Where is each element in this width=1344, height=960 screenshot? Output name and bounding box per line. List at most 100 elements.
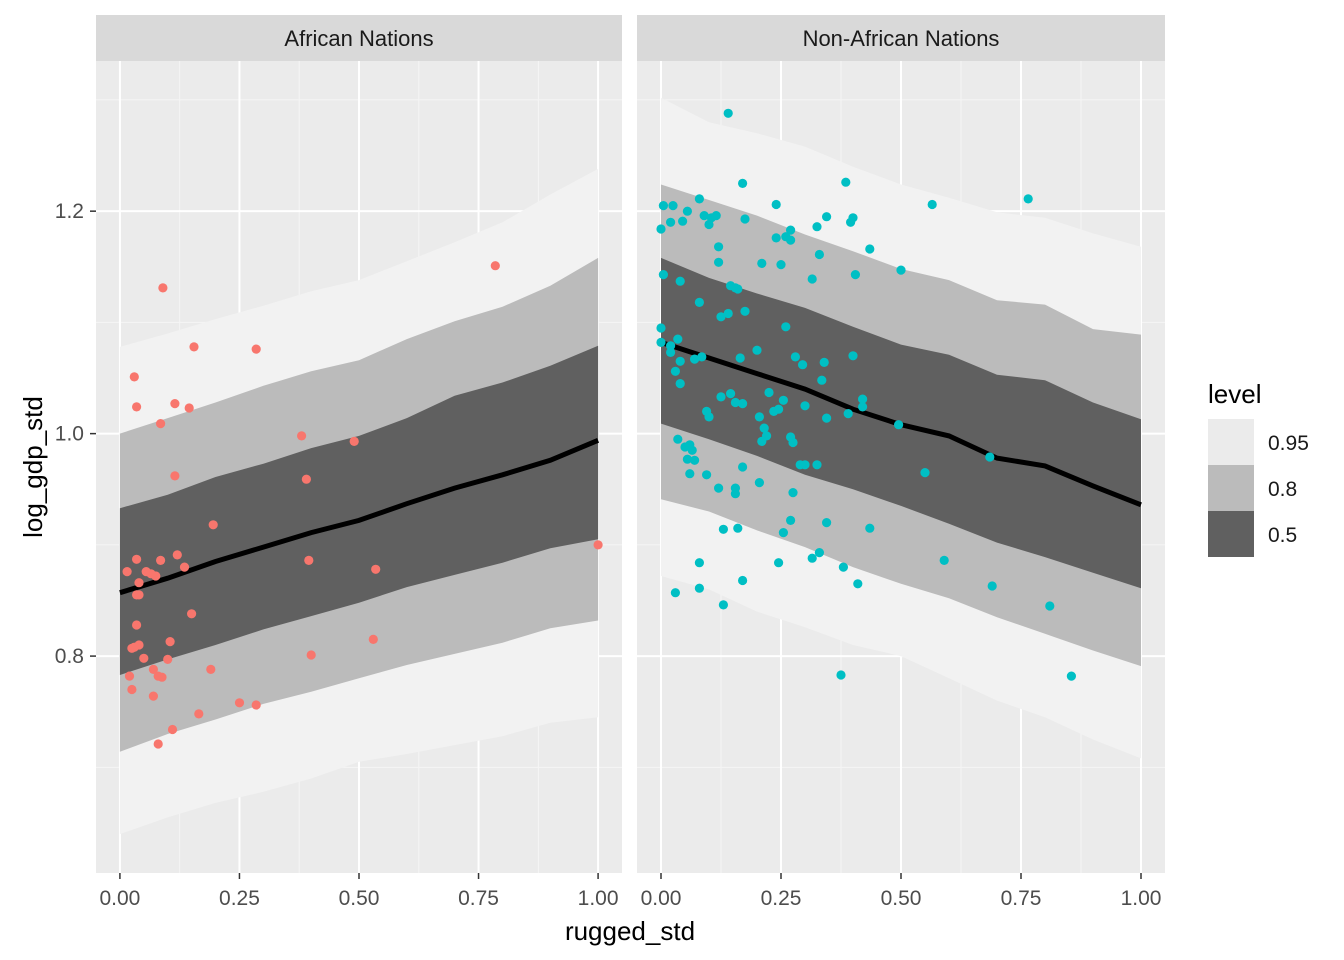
data-point (752, 345, 762, 355)
data-point (132, 620, 142, 630)
legend: level 0.95 0.8 0.5 (1208, 379, 1309, 557)
data-point (666, 217, 676, 227)
data-point (814, 249, 825, 260)
y-tick-label: 1.2 (55, 200, 84, 223)
data-point (656, 224, 666, 234)
data-point (786, 225, 796, 235)
data-point (306, 650, 316, 660)
legend-key (1208, 419, 1254, 465)
data-point (738, 399, 748, 409)
strip-background (96, 15, 622, 61)
data-point (848, 351, 858, 361)
data-point (716, 312, 726, 322)
data-point (723, 308, 733, 319)
data-point (189, 342, 199, 352)
panel-title: Non-African Nations (803, 26, 1000, 51)
y-axis-title: log_gdp_std (18, 396, 48, 538)
data-point (127, 684, 137, 695)
median-line (119, 437, 600, 596)
data-point (985, 452, 995, 462)
data-points (122, 261, 603, 749)
data-point (666, 341, 676, 351)
data-point (865, 523, 875, 533)
data-point (786, 235, 796, 245)
data-point (368, 634, 378, 645)
data-point (817, 375, 827, 385)
data-point (865, 244, 875, 254)
data-point (165, 637, 175, 647)
data-point (822, 518, 832, 528)
data-point (132, 402, 142, 412)
data-point (850, 270, 861, 280)
data-point (778, 528, 789, 538)
data-point (774, 404, 784, 414)
data-point (714, 242, 724, 252)
data-point (1045, 601, 1055, 611)
data-point (694, 558, 705, 568)
y-tick-label: 1.0 (55, 423, 84, 446)
data-point (774, 558, 784, 568)
data-point (781, 322, 791, 332)
data-point (704, 219, 714, 230)
data-point (153, 739, 163, 749)
data-point (675, 379, 685, 389)
data-point (754, 478, 765, 488)
data-point (157, 672, 167, 682)
x-tick-label: 0.00 (641, 887, 682, 910)
data-point (134, 578, 144, 588)
data-point (170, 471, 180, 481)
data-point (939, 555, 949, 566)
data-point (819, 357, 829, 367)
data-point (738, 462, 748, 472)
data-point (658, 201, 669, 211)
data-point (682, 454, 693, 464)
data-point (800, 401, 810, 411)
data-point (148, 691, 158, 701)
data-point (656, 337, 666, 347)
data-point (740, 214, 750, 224)
data-point (156, 555, 166, 566)
strip-background (637, 15, 1165, 61)
data-point (670, 366, 681, 376)
data-point (129, 372, 139, 382)
data-point (704, 412, 714, 422)
data-point (771, 199, 781, 210)
data-points (656, 108, 1076, 681)
data-point (179, 562, 190, 572)
data-point (151, 571, 161, 581)
data-point (148, 664, 158, 675)
data-point (786, 515, 796, 526)
x-axis-panel-1: 0.00 0.25 0.50 0.75 1.00 (99, 873, 619, 910)
data-point (206, 664, 216, 675)
data-point (156, 419, 166, 429)
x-tick-label: 1.00 (1121, 887, 1162, 910)
legend-label: 0.8 (1268, 478, 1297, 501)
data-point (675, 276, 685, 286)
data-point (1023, 194, 1033, 204)
data-point (843, 409, 853, 419)
prediction-bands (119, 168, 600, 835)
data-point (836, 670, 846, 680)
legend-key (1208, 465, 1254, 511)
data-point (894, 420, 904, 430)
x-tick-label: 0.50 (339, 887, 380, 910)
data-point (132, 554, 142, 564)
data-point (139, 653, 149, 663)
panel-non-african-nations: Non-African Nations (637, 15, 1165, 873)
data-point (814, 548, 825, 558)
data-point (129, 642, 139, 652)
data-point (733, 523, 743, 533)
data-point (848, 213, 858, 223)
data-point (822, 212, 832, 222)
data-point (690, 354, 700, 364)
data-point (759, 423, 769, 433)
data-point (858, 402, 868, 412)
data-point (172, 550, 182, 560)
data-point (699, 211, 709, 221)
data-point (771, 233, 781, 243)
data-point (124, 671, 135, 681)
data-point (673, 334, 683, 344)
data-point (132, 590, 142, 600)
data-point (194, 709, 204, 719)
data-point (170, 399, 180, 409)
